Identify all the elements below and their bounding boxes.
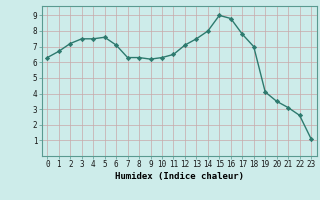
X-axis label: Humidex (Indice chaleur): Humidex (Indice chaleur) (115, 172, 244, 181)
